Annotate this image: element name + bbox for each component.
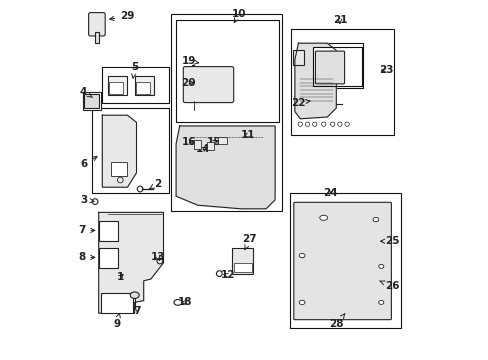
Text: 13: 13 [150,252,165,262]
Bar [206,142,213,150]
Text: 12: 12 [221,270,235,280]
Ellipse shape [130,292,139,298]
Bar [291,29,393,135]
Polygon shape [294,43,336,119]
Bar [82,92,101,110]
Bar [136,82,150,94]
Ellipse shape [372,217,378,222]
Bar [102,67,168,103]
Bar [310,43,363,88]
Text: 28: 28 [328,314,344,329]
Ellipse shape [378,300,383,305]
Text: 11: 11 [241,130,255,140]
Ellipse shape [299,253,305,258]
Bar [111,162,127,176]
Bar [218,137,227,144]
Bar [233,263,251,272]
Bar [108,82,123,94]
Polygon shape [176,126,275,209]
Text: 1: 1 [117,272,123,282]
Text: 21: 21 [332,15,346,25]
FancyBboxPatch shape [183,67,233,103]
Text: 20: 20 [181,78,196,88]
Text: 19: 19 [181,56,199,66]
Ellipse shape [378,264,383,269]
Text: 29: 29 [109,11,134,21]
Bar [101,293,133,313]
Text: 7: 7 [78,225,95,235]
Bar [231,248,253,274]
Bar [134,76,154,95]
FancyBboxPatch shape [88,13,105,36]
Bar [95,32,99,43]
Bar [84,94,99,108]
Text: 22: 22 [291,98,309,108]
Text: 15: 15 [206,137,221,147]
Text: 24: 24 [323,188,338,198]
Bar [91,108,168,193]
Ellipse shape [299,300,305,305]
Text: 27: 27 [242,234,257,250]
Text: 26: 26 [379,281,399,291]
Text: 25: 25 [380,236,399,246]
Bar [176,20,278,122]
Text: 9: 9 [113,313,120,329]
Ellipse shape [319,215,327,220]
FancyBboxPatch shape [315,51,344,84]
Bar [194,140,201,149]
Text: 6: 6 [81,157,97,169]
Text: 8: 8 [78,252,95,262]
Polygon shape [102,115,136,187]
Bar [99,221,118,241]
Text: 14: 14 [195,144,210,154]
Bar [292,50,303,65]
Text: 4: 4 [80,87,92,97]
Bar [170,14,282,211]
Text: 23: 23 [379,65,393,75]
Polygon shape [99,212,163,313]
Bar [289,193,400,328]
FancyBboxPatch shape [293,202,390,320]
Bar [99,248,118,268]
Text: 2: 2 [149,179,162,189]
Text: 17: 17 [127,306,142,316]
Ellipse shape [174,300,182,305]
Text: 16: 16 [181,137,196,147]
Bar [312,47,361,86]
Bar [107,76,127,95]
Text: 10: 10 [231,9,246,23]
Text: 18: 18 [178,297,192,307]
Text: 3: 3 [81,195,94,205]
Text: 5: 5 [131,62,138,78]
